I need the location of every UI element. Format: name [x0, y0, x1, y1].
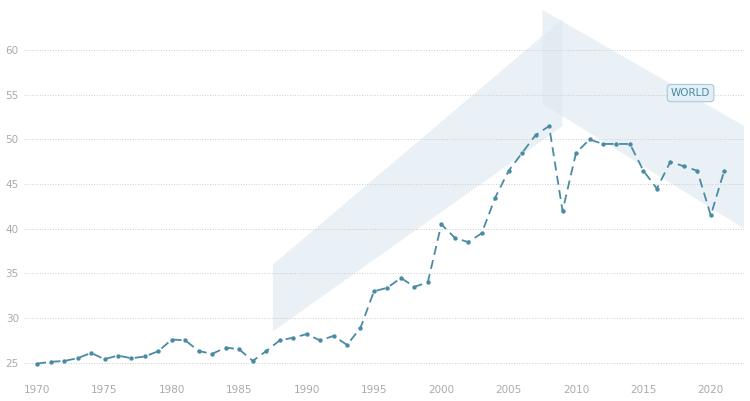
Point	[287, 334, 299, 341]
Point	[664, 159, 676, 165]
Point	[166, 336, 178, 343]
Point	[112, 352, 124, 359]
Point	[435, 221, 447, 227]
Point	[556, 208, 568, 214]
Point	[651, 185, 663, 192]
Point	[624, 141, 636, 147]
Point	[570, 150, 582, 156]
Point	[152, 348, 164, 354]
Point	[355, 325, 367, 331]
Point	[476, 230, 488, 237]
Point	[85, 350, 97, 356]
Polygon shape	[542, 10, 745, 229]
Point	[98, 356, 110, 363]
Point	[139, 353, 151, 360]
Point	[301, 331, 313, 337]
Point	[705, 212, 717, 219]
Point	[341, 342, 353, 348]
Point	[71, 355, 83, 361]
Point	[206, 350, 218, 357]
Point	[678, 163, 690, 170]
Point	[489, 194, 501, 201]
Point	[584, 136, 596, 143]
Point	[516, 150, 528, 156]
Point	[462, 239, 474, 245]
Point	[368, 288, 380, 294]
Point	[314, 337, 326, 344]
Point	[448, 235, 460, 241]
Polygon shape	[273, 19, 562, 332]
Point	[530, 132, 542, 138]
Point	[718, 168, 730, 174]
Point	[597, 141, 609, 147]
Point	[44, 358, 56, 365]
Point	[610, 141, 622, 147]
Point	[32, 360, 44, 367]
Point	[274, 337, 286, 344]
Point	[503, 168, 515, 174]
Point	[233, 346, 245, 352]
Point	[247, 358, 259, 364]
Point	[382, 285, 394, 291]
Point	[692, 168, 703, 174]
Point	[125, 355, 137, 361]
Point	[328, 333, 340, 339]
Point	[193, 348, 205, 354]
Point	[179, 337, 191, 344]
Point	[395, 275, 407, 281]
Text: WORLD: WORLD	[670, 88, 710, 98]
Point	[260, 348, 272, 354]
Point	[220, 344, 232, 351]
Point	[422, 279, 434, 286]
Point	[543, 123, 555, 129]
Point	[408, 284, 420, 290]
Point	[58, 358, 70, 364]
Point	[638, 168, 650, 174]
